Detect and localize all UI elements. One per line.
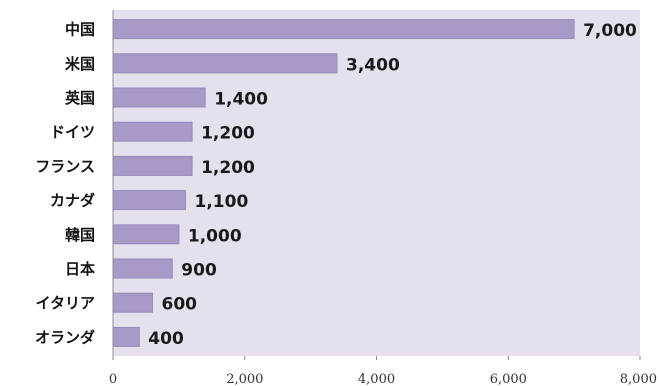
category-label: イタリア (36, 294, 95, 312)
data-label: 1,200 (201, 124, 255, 144)
data-label: 1,000 (188, 226, 242, 246)
bar-6 (112, 190, 186, 211)
x-tick-label: 2,000 (226, 372, 263, 386)
data-label: 3,400 (346, 55, 400, 75)
data-label: 1,200 (201, 158, 255, 178)
data-label: 7,000 (583, 21, 637, 41)
category-label: 中国 (65, 21, 95, 39)
x-tick-label: 0 (109, 372, 117, 386)
category-label: 英国 (65, 89, 95, 107)
bar-8 (112, 258, 173, 279)
data-labels: 7,000 3,400 1,400 1,200 1,200 1,100 1,000 900 60… (148, 21, 637, 349)
category-label: ドイツ (50, 123, 95, 141)
bar-10 (112, 326, 140, 347)
category-label: 米国 (65, 55, 95, 73)
category-label: 日本 (65, 260, 95, 278)
bar-4 (112, 121, 193, 142)
category-label: 韓国 (65, 226, 95, 244)
data-label: 1,400 (214, 90, 268, 110)
x-tick-label: 4,000 (358, 372, 395, 386)
bar-9 (112, 292, 153, 313)
bar-3 (112, 87, 206, 108)
data-label: 400 (148, 329, 184, 349)
bar-1 (112, 19, 575, 40)
x-tick-label: 8,000 (620, 372, 657, 386)
category-label: フランス (35, 157, 95, 175)
data-label: 1,100 (195, 192, 249, 212)
x-axis-ticks: 0 2,000 4,000 6,000 8,000 (109, 356, 657, 386)
x-tick-label: 6,000 (490, 372, 527, 386)
data-label: 600 (162, 295, 198, 315)
bar-2 (112, 53, 338, 74)
bar-5 (112, 155, 193, 176)
category-label: オランダ (35, 328, 95, 346)
bar-7 (112, 224, 180, 245)
category-label: カナダ (50, 192, 95, 210)
data-label: 900 (181, 261, 217, 281)
